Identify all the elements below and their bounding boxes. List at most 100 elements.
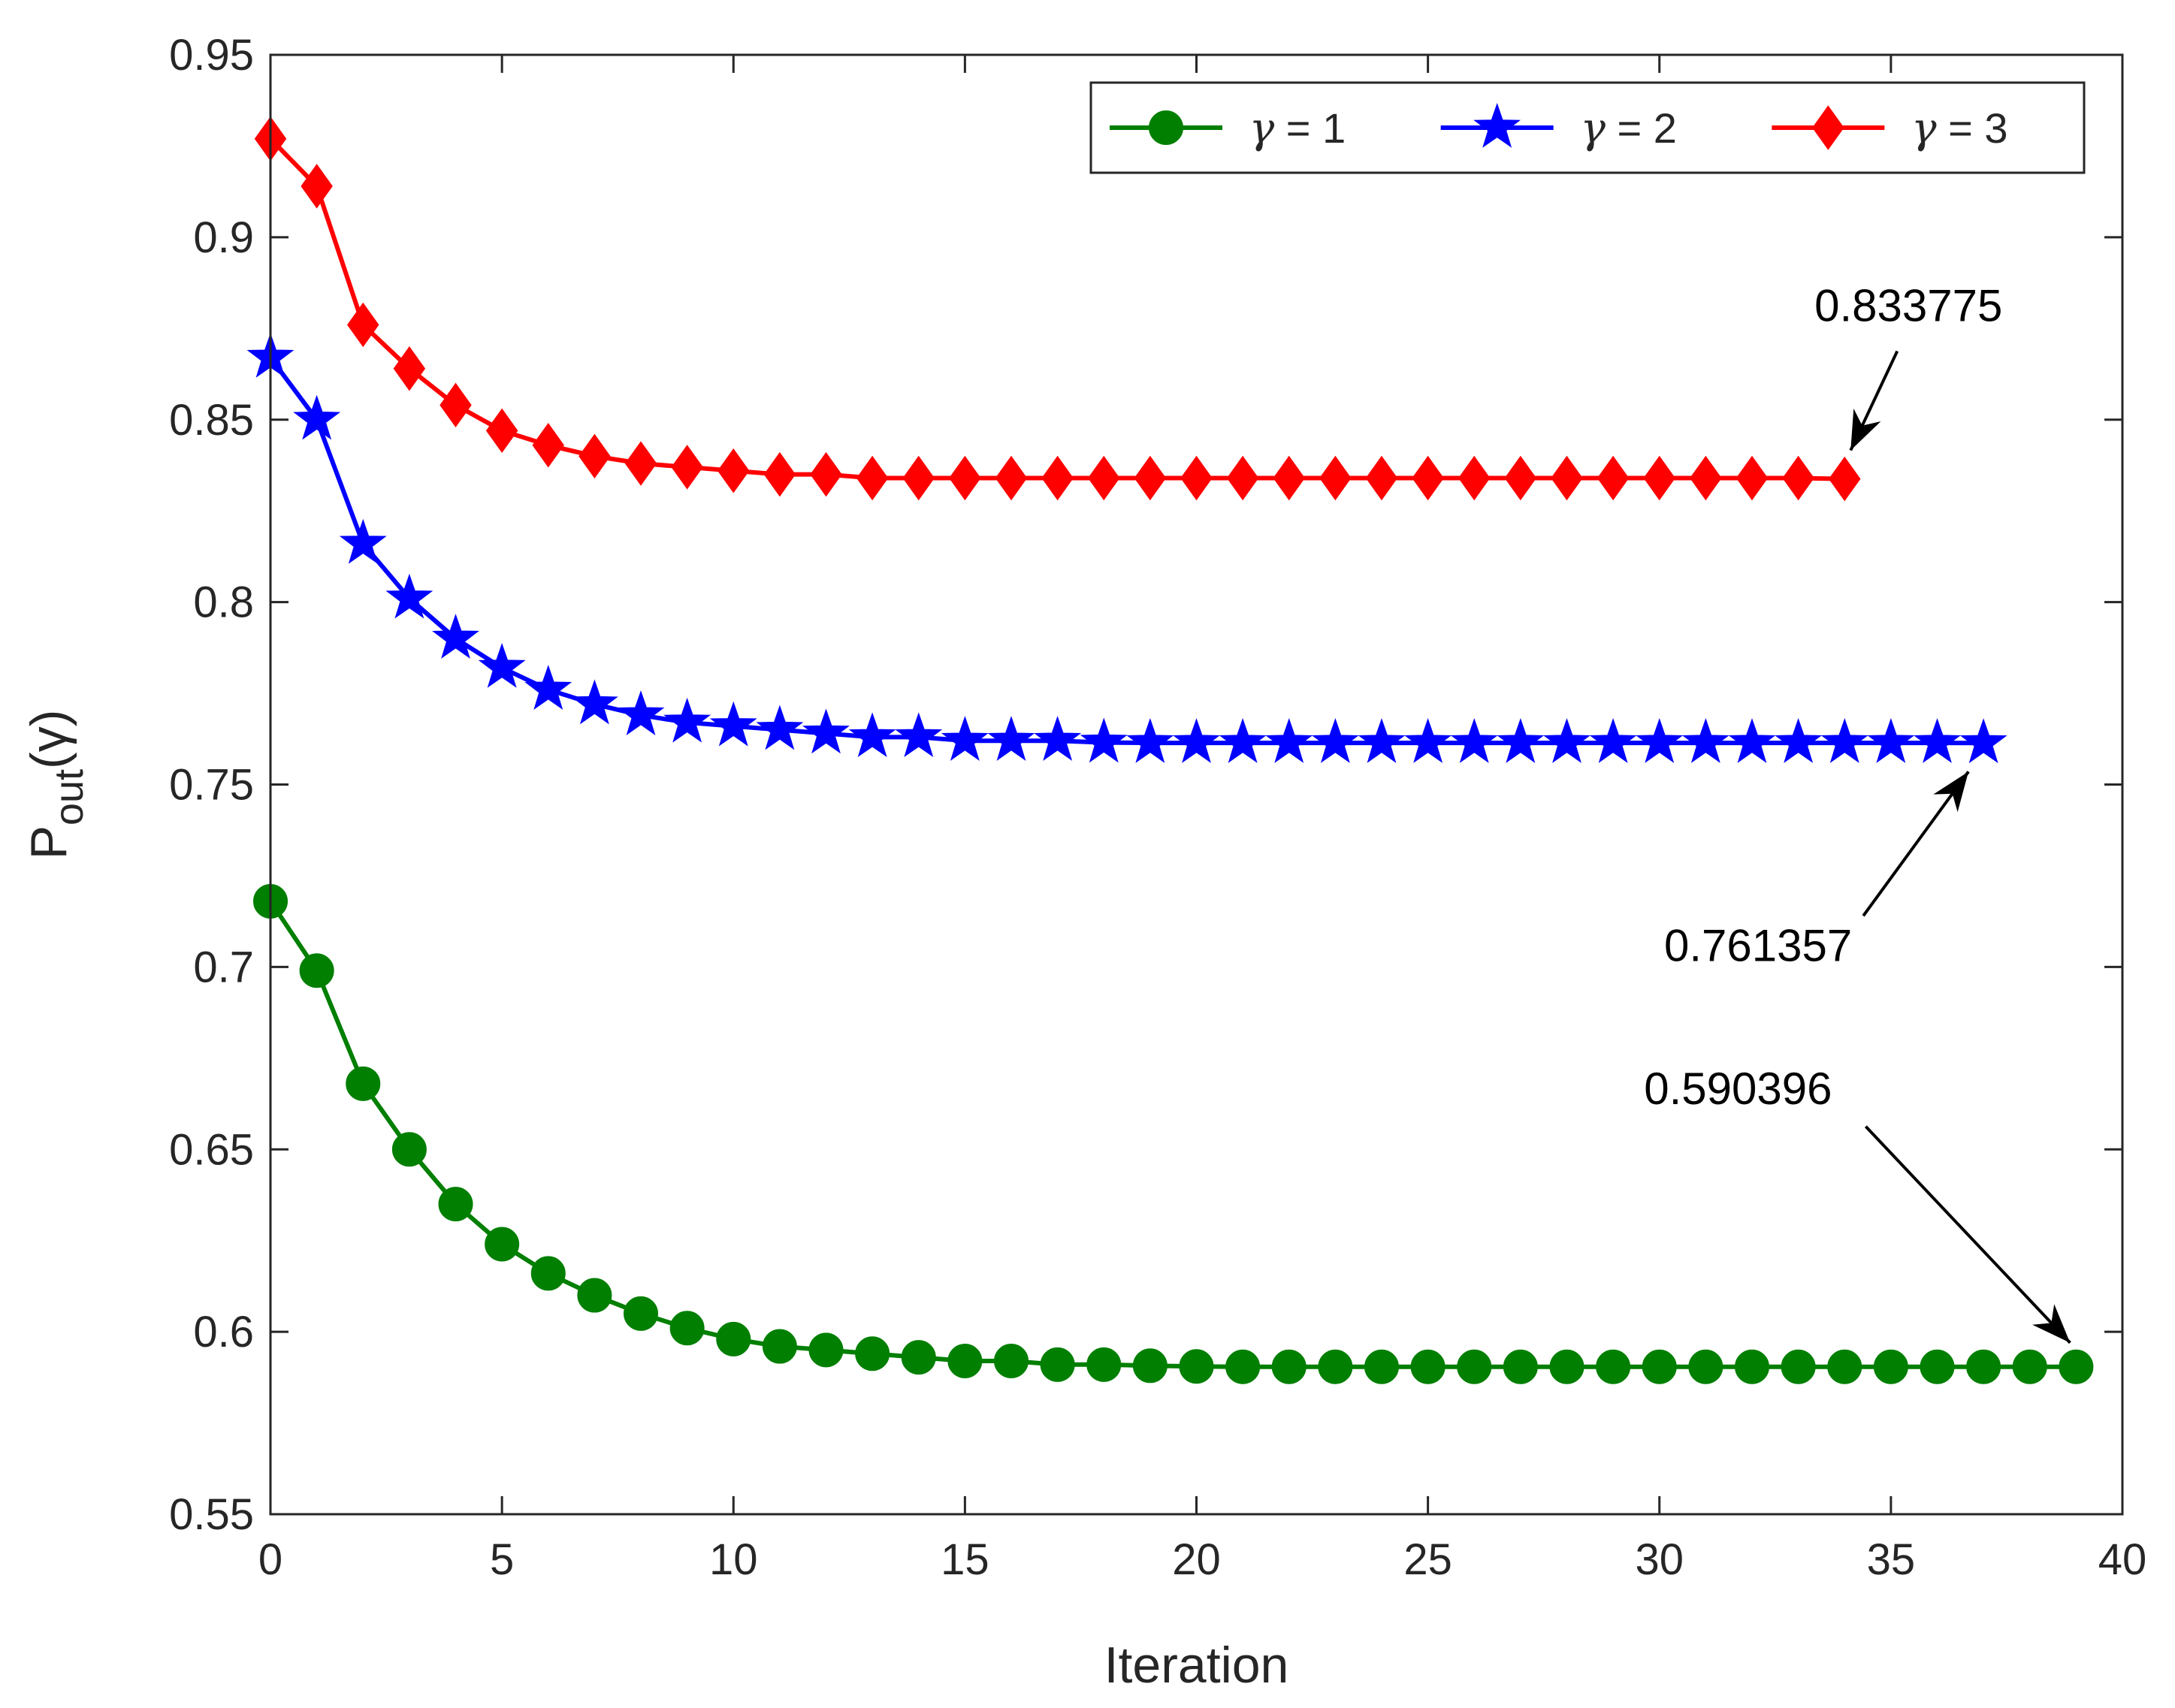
y-axis-label-subscript: out	[47, 769, 92, 825]
data-point	[1180, 455, 1213, 501]
data-point	[1920, 1349, 1955, 1384]
data-point	[717, 448, 750, 493]
data-point	[577, 1278, 612, 1313]
data-point	[810, 451, 842, 497]
data-point	[1820, 718, 1868, 763]
data-point	[432, 614, 479, 659]
data-point	[391, 1132, 427, 1167]
series-line	[268, 900, 2077, 1369]
y-tick-label: 0.9	[193, 213, 254, 262]
y-axis-label: Pout(γ)	[20, 710, 92, 860]
data-point	[1827, 1349, 1862, 1384]
y-tick-label: 0.95	[169, 31, 254, 80]
data-point	[1271, 1349, 1307, 1384]
data-point	[1273, 455, 1305, 501]
data-point	[1034, 716, 1082, 761]
data-point	[2059, 1349, 2094, 1384]
data-point	[1503, 1349, 1538, 1384]
x-tick-label: 35	[1867, 1535, 1916, 1584]
data-point	[1319, 455, 1352, 501]
data-point	[1966, 1349, 2001, 1384]
data-point	[385, 573, 433, 619]
data-point	[902, 455, 935, 501]
legend-marker	[1473, 102, 1521, 148]
data-point	[756, 705, 804, 750]
x-tick-label: 5	[490, 1535, 514, 1584]
data-point	[1450, 718, 1498, 763]
data-point	[1041, 455, 1074, 501]
data-point	[1080, 717, 1128, 763]
annotation-label: 0.590396	[1644, 1064, 1832, 1114]
series-1	[253, 883, 2094, 1384]
y-axis-ticks: 0.55 0.6 0.65 0.7 0.75 0.8 0.85 0.9 0.95	[169, 31, 2122, 1539]
annotation-arrow-line	[1862, 771, 1970, 917]
data-point	[1597, 455, 1630, 501]
data-point	[1126, 718, 1174, 763]
data-point	[339, 518, 387, 564]
data-point	[1412, 455, 1444, 501]
data-point	[1364, 1349, 1399, 1384]
data-point	[802, 708, 850, 754]
legend-label-value: = 2	[1606, 104, 1677, 152]
data-point	[301, 164, 333, 209]
legend-label: γ = 3	[1911, 104, 2007, 153]
data-point	[524, 665, 572, 710]
data-point	[1504, 455, 1537, 501]
x-tick-label: 30	[1635, 1535, 1684, 1584]
data-point	[624, 441, 657, 486]
legend-entry: γ = 3	[1772, 104, 2008, 153]
data-point	[1728, 718, 1776, 763]
data-point	[947, 1343, 983, 1378]
data-point	[1358, 718, 1406, 763]
data-point	[987, 716, 1035, 761]
data-point	[570, 679, 618, 725]
y-tick-label: 0.65	[169, 1125, 254, 1174]
data-point	[485, 408, 518, 454]
data-point	[1782, 455, 1814, 501]
annotation-arrow-head	[1850, 408, 1881, 451]
data-point	[1551, 455, 1583, 501]
data-point	[1681, 718, 1729, 763]
data-point	[1643, 455, 1675, 501]
data-point	[1410, 1349, 1445, 1384]
data-point	[1497, 718, 1545, 763]
data-point	[1219, 718, 1267, 763]
data-point	[299, 953, 334, 988]
annotation-label: 0.833775	[1814, 281, 2002, 331]
data-point	[949, 455, 981, 501]
data-point	[763, 451, 796, 497]
data-point	[901, 1340, 936, 1375]
data-point	[438, 1187, 473, 1222]
data-point	[855, 1336, 890, 1372]
data-point	[1549, 1349, 1584, 1384]
data-point	[1688, 1349, 1723, 1384]
y-tick-label: 0.6	[193, 1308, 254, 1356]
data-point	[346, 1066, 381, 1101]
x-axis-label: Iteration	[1104, 1637, 1289, 1694]
annotation-arrow-head	[2032, 1304, 2071, 1343]
data-point	[1959, 718, 2007, 764]
y-axis-label-main: P	[20, 825, 77, 859]
y-tick-label: 0.75	[169, 761, 254, 810]
legend-label-symbol: γ	[1249, 104, 1275, 153]
data-point	[1226, 455, 1259, 501]
data-point	[1867, 718, 1915, 763]
series-3	[254, 116, 1861, 502]
data-point	[1636, 718, 1684, 763]
data-point	[2012, 1349, 2047, 1384]
x-tick-label: 20	[1172, 1535, 1221, 1584]
data-point	[1179, 1349, 1214, 1384]
data-point	[485, 1227, 520, 1262]
data-point	[1225, 1349, 1261, 1384]
x-tick-label: 25	[1403, 1535, 1452, 1584]
annotation: 0.761357	[1664, 771, 1970, 970]
data-point	[1318, 1349, 1353, 1384]
legend-label-value: = 1	[1274, 104, 1346, 152]
annotation-label: 0.761357	[1664, 920, 1852, 970]
legend-label-symbol: γ	[1911, 104, 1937, 153]
data-point	[1781, 1349, 1816, 1384]
legend-label-value: = 3	[1937, 104, 2008, 152]
y-tick-label: 0.7	[193, 943, 254, 991]
data-point	[347, 302, 379, 348]
